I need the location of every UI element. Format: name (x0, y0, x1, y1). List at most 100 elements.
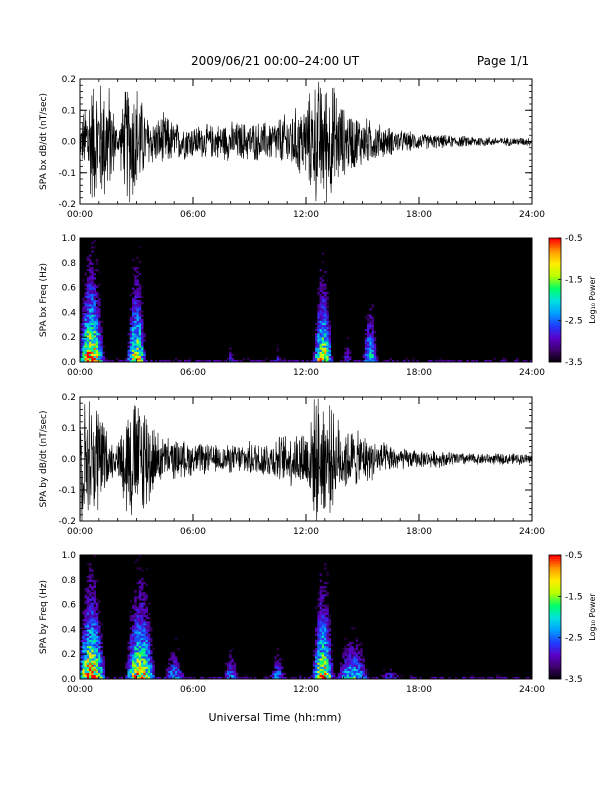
spectrogram-cell (369, 316, 372, 319)
spectrogram-cell (84, 345, 87, 348)
spectrogram-cell (233, 674, 237, 678)
spectrogram-cell (89, 343, 92, 346)
spectrogram-cell (353, 668, 356, 671)
spectrogram-cell (91, 310, 94, 313)
spectrogram-cell (86, 623, 90, 626)
spectrogram-cell (373, 349, 377, 352)
spectrogram-cell (441, 676, 445, 680)
spectrogram-cell (373, 345, 377, 348)
spectrogram-cell (89, 318, 92, 321)
spectrogram-cell (319, 590, 323, 593)
spectrogram-cell (348, 357, 352, 361)
spectrogram-cell (326, 652, 329, 655)
spectrogram-cell (321, 650, 325, 653)
spectrogram-cell (131, 617, 135, 620)
spectrogram-cell (127, 656, 130, 659)
spectrogram-cell (131, 627, 135, 630)
spectrogram-cell (95, 355, 99, 359)
spectrogram-cell (319, 629, 323, 632)
spectrogram-cell (141, 326, 144, 330)
spectrogram-cell (183, 359, 187, 363)
spectrogram-cell (324, 658, 327, 661)
spectrogram-cell (93, 359, 97, 363)
spectrogram-cell (89, 314, 92, 317)
spectrogram-cell (93, 318, 97, 321)
spectrogram-cell (82, 357, 85, 361)
spectrogram-cell (326, 608, 329, 611)
colorbar-segment (549, 612, 561, 616)
colorbar-frame (548, 237, 562, 363)
spectrogram-cell (475, 359, 478, 363)
colorbar-segment (549, 631, 561, 634)
spectrogram-cell (136, 295, 139, 299)
spectrogram-cell (93, 612, 97, 616)
x-tick-label: 24:00 (519, 685, 545, 695)
spectrogram-cell (247, 676, 250, 680)
spectrogram-cell (321, 594, 325, 597)
spectrogram-cell (95, 658, 99, 661)
spectrogram-cell (319, 345, 323, 348)
spectrogram-cell (84, 312, 87, 315)
spectrogram-cell (326, 664, 329, 667)
spectrogram-cell (134, 631, 137, 634)
spectrogram-cell (93, 341, 97, 344)
spectrogram-cell (95, 328, 99, 332)
spectrogram-cell (143, 648, 146, 651)
spectrogram-cell (326, 631, 329, 634)
spectrogram-cell (93, 351, 97, 354)
spectrogram-cell (147, 629, 151, 632)
spectrogram-cell (174, 664, 178, 667)
spectrogram-cell (143, 639, 146, 642)
spectrogram-cell (93, 623, 97, 626)
spectrogram-cell (351, 668, 354, 671)
spectrogram-cell (364, 339, 368, 342)
spectrogram-cell (141, 328, 144, 332)
colorbar-segment (549, 608, 561, 612)
spectrogram-cell (364, 353, 368, 356)
spectrogram-cell (82, 633, 85, 636)
spectrogram-cell (306, 676, 309, 680)
spectrogram-cell (131, 654, 135, 657)
spectrogram-cell (321, 314, 325, 317)
spectrogram-cell (258, 359, 261, 363)
spectrogram-cell (91, 250, 94, 253)
spectrogram-cell (369, 324, 372, 328)
spectrogram-cell (326, 333, 329, 336)
colorbar-tick-label: -2.5 (565, 634, 583, 644)
spectrogram-cell (141, 331, 144, 334)
spectrogram-cell (193, 676, 196, 680)
spectrogram-cell (95, 660, 99, 663)
spectrogram-cell (312, 674, 316, 678)
spectrogram-cell (145, 674, 148, 678)
spectrogram-cell (324, 331, 327, 334)
spectrogram-cell (82, 629, 85, 632)
spectrogram-cell (131, 266, 135, 270)
spectrogram-cell (89, 291, 92, 294)
spectrogram-cell (91, 625, 94, 628)
spectrogram-cell (346, 660, 350, 663)
spectrogram-cell (495, 676, 499, 680)
spectrogram-cell (141, 339, 144, 342)
spectrogram-cell (351, 648, 354, 651)
spectrogram-cell (229, 656, 232, 659)
spectrogram-cell (86, 600, 90, 603)
spectrogram-cell (330, 357, 334, 361)
spectrogram-cell (357, 670, 361, 673)
spectrogram-cell (82, 320, 85, 323)
spectrogram-cell (267, 676, 271, 680)
spectrogram-cell (367, 347, 370, 350)
spectrogram-cell (315, 339, 318, 342)
spectrogram-cell (170, 664, 173, 667)
spectrogram-cell (95, 353, 99, 356)
spectrogram-cell (326, 656, 329, 659)
spectrogram-cell (367, 349, 370, 352)
spectrogram-cell (95, 635, 99, 638)
spectrogram-cell (326, 676, 329, 680)
spectrogram-cell (93, 658, 97, 661)
spectrogram-cell (150, 637, 153, 640)
spectrogram-cell (86, 641, 90, 645)
spectrogram-cell (138, 652, 142, 655)
spectrogram-cell (147, 633, 151, 636)
spectrogram-cell (344, 645, 347, 649)
spectrogram-cell (86, 331, 90, 334)
